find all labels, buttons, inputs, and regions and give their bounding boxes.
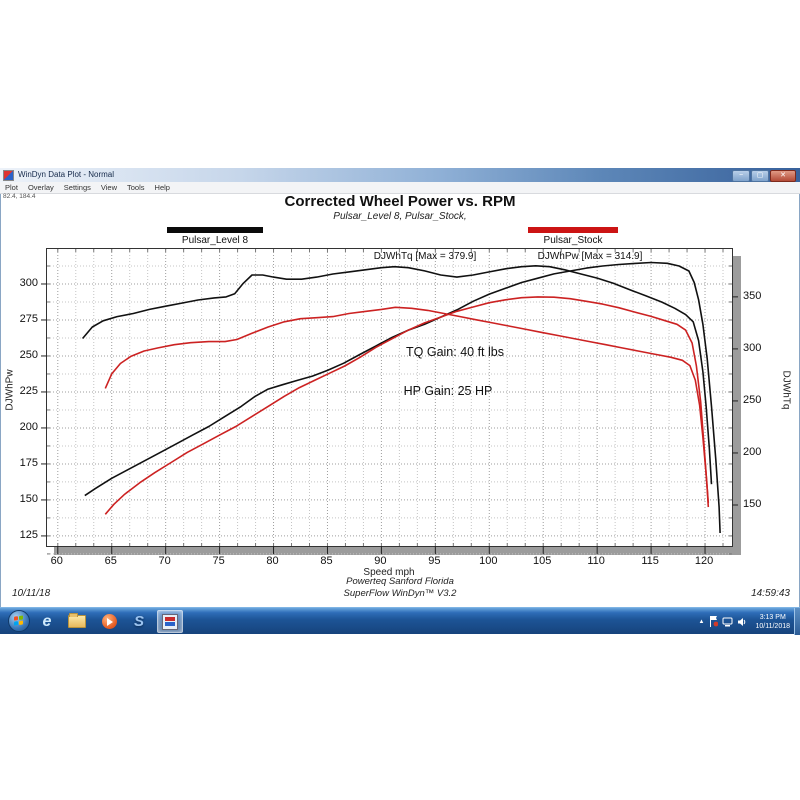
print-time: 14:59:43 <box>751 588 790 599</box>
series-pulsar-stock-djwhtq <box>104 306 710 503</box>
chart-subtitle: Pulsar_Level 8, Pulsar_Stock, <box>333 211 467 222</box>
y-left-axis-title: DJWhPw <box>4 369 16 411</box>
series-pulsar-stock-djwhpw <box>104 296 710 515</box>
legend-swatch-stock <box>528 227 618 233</box>
clock-date: 10/11/2018 <box>755 622 790 630</box>
footer-shop-name: Powerteq Sanford Florida <box>346 576 454 587</box>
taskbar-internet-explorer-button[interactable]: e <box>34 610 60 633</box>
legend-item-stock: Pulsar_Stock <box>528 227 618 246</box>
menu-overlay[interactable]: Overlay <box>27 183 54 192</box>
show-desktop-button[interactable] <box>794 608 800 635</box>
footer-software-name: SuperFlow WinDyn™ V3.2 <box>343 588 457 599</box>
legend-label-stock: Pulsar_Stock <box>543 235 603 246</box>
windyn-icon <box>162 613 178 630</box>
tq-gain-annotation: TQ Gain: 40 ft lbs <box>406 345 504 359</box>
menu-tools[interactable]: Tools <box>127 183 145 192</box>
clock-time: 3:13 PM <box>759 613 786 621</box>
media-player-icon <box>101 614 117 629</box>
chart-canvas <box>41 249 738 555</box>
hp-gain-annotation: HP Gain: 25 HP <box>403 384 493 398</box>
legend-swatch-level8 <box>167 227 263 233</box>
taskbar-superflow-button[interactable]: S <box>126 610 152 633</box>
plot-area[interactable] <box>41 248 738 555</box>
legend-item-level8: Pulsar_Level 8 <box>167 227 263 246</box>
system-tray: ▲ 3:13 PM 10/11/2018 <box>699 608 800 635</box>
tq-max-annotation: DJWhTq [Max = 379.9] <box>373 251 477 262</box>
folder-icon <box>68 613 86 628</box>
chart-title: Corrected Wheel Power vs. RPM <box>284 193 516 210</box>
taskbar-clock[interactable]: 3:13 PM 10/11/2018 <box>755 613 790 631</box>
menu-view[interactable]: View <box>100 183 118 192</box>
window-titlebar[interactable]: WinDyn Data Plot - Normal − ▢ ✕ <box>0 168 800 183</box>
taskbar-windyn-active-button[interactable] <box>157 610 183 633</box>
taskbar-media-player-button[interactable] <box>96 610 122 633</box>
menu-help[interactable]: Help <box>154 183 170 192</box>
app-icon <box>3 169 14 181</box>
tray-expand-icon[interactable]: ▲ <box>698 618 705 625</box>
menu-plot[interactable]: Plot <box>5 183 18 192</box>
x-axis-title: Speed mph <box>363 567 415 578</box>
maximize-button[interactable]: ▢ <box>751 170 769 182</box>
window-title: WinDyn Data Plot - Normal <box>18 170 115 179</box>
windows-flag-icon <box>14 615 24 626</box>
network-icon[interactable] <box>722 617 733 627</box>
y-right-axis-title: DJWhTq <box>780 370 792 410</box>
menu-settings[interactable]: Settings <box>63 183 91 192</box>
speaker-icon[interactable] <box>737 617 747 627</box>
menu-bar: Plot Overlay Settings View Tools Help <box>0 182 800 194</box>
hp-max-annotation: DJWhPw [Max = 314.9] <box>537 251 643 262</box>
action-center-flag-icon[interactable] <box>709 616 719 627</box>
taskbar-explorer-button[interactable] <box>64 610 90 633</box>
internet-explorer-icon: e <box>42 612 52 630</box>
close-button[interactable]: ✕ <box>770 170 796 182</box>
taskbar: e S ▲ 3:13 PM 10/11/2018 <box>0 607 800 635</box>
series-pulsar-level-8-djwhtq <box>81 264 713 485</box>
start-button[interactable] <box>8 610 30 632</box>
coordinate-readout: 82.4, 184.4 <box>3 193 36 200</box>
superflow-icon: S <box>133 613 144 630</box>
print-date: 10/11/18 <box>12 588 51 599</box>
legend-label-level8: Pulsar_Level 8 <box>181 235 249 246</box>
minimize-button[interactable]: − <box>732 170 750 182</box>
